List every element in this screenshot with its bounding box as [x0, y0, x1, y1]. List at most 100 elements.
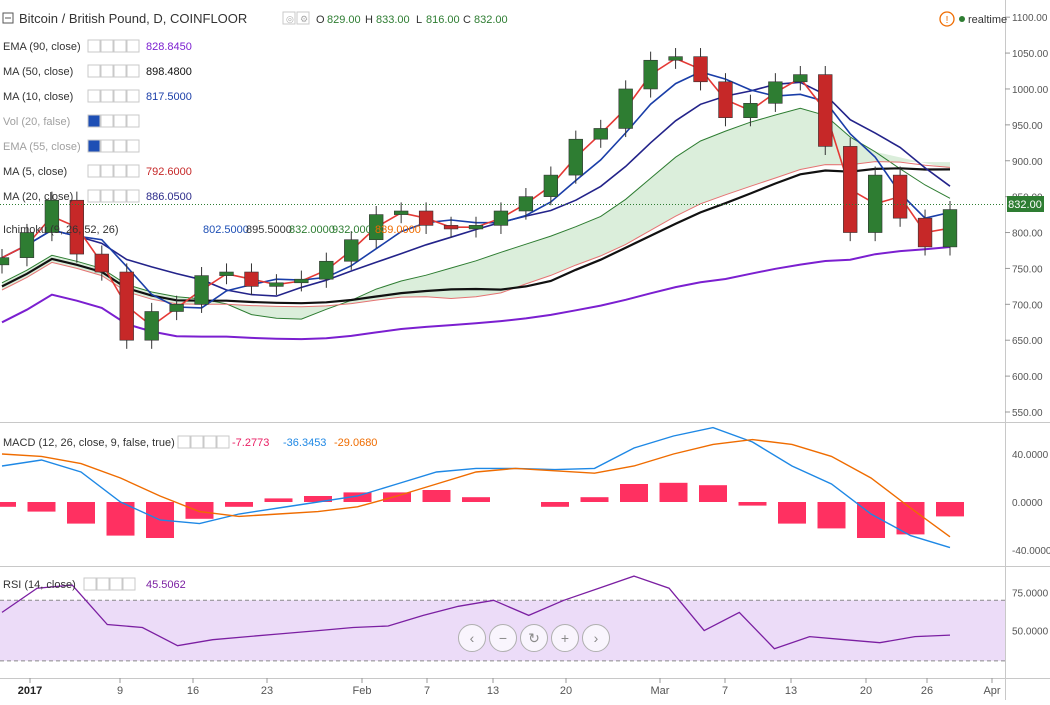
- candle-body: [618, 88, 633, 129]
- indicator-control-button[interactable]: [126, 89, 140, 103]
- ichimoku-value: 832.0000: [289, 224, 335, 236]
- zoom-in-button[interactable]: +: [551, 624, 579, 652]
- indicator-control-button[interactable]: [87, 114, 101, 128]
- chevron-right-icon: ›: [593, 630, 599, 646]
- ohlc-low-label: L: [416, 14, 422, 26]
- macd-histogram-bar: [857, 502, 885, 538]
- time-tick-label: 9: [117, 685, 123, 697]
- macd-histogram-bar: [659, 482, 688, 502]
- title-controls[interactable]: ◎ ⚙: [282, 11, 310, 25]
- time-tick-label: 20: [860, 685, 872, 697]
- candle-body: [568, 138, 583, 176]
- ichimoku-cloud: [2, 108, 950, 320]
- price-tick-label: 650.00: [1012, 336, 1043, 347]
- indicator-control-button[interactable]: [100, 89, 114, 103]
- collapse-toggle-icon[interactable]: [2, 12, 14, 24]
- rsi-control-button[interactable]: [83, 577, 97, 591]
- zoom-out-button[interactable]: −: [489, 624, 517, 652]
- indicator-control-button[interactable]: [100, 114, 114, 128]
- indicator-label: MA (20, close): [3, 191, 73, 203]
- indicator-control-button[interactable]: [126, 189, 140, 203]
- macd-histogram-bar: [936, 502, 964, 517]
- candle-body: [294, 278, 309, 284]
- time-tick-label: Apr: [983, 685, 1000, 697]
- price-tick-label: 1050.00: [1012, 49, 1049, 60]
- macd-histogram-bar: [541, 502, 569, 507]
- indicator-value: 828.8450: [146, 41, 192, 53]
- indicator-control-button[interactable]: [113, 139, 127, 153]
- candle-body: [867, 174, 883, 233]
- candle-body: [194, 275, 209, 305]
- macd-histogram-bar: [738, 502, 767, 506]
- rsi-control-button[interactable]: [109, 577, 123, 591]
- macd-line: [1, 426, 951, 549]
- warning-icon[interactable]: [939, 11, 955, 27]
- rsi-tick-label: 75.0000: [1012, 589, 1049, 600]
- time-tick-label: 13: [487, 685, 499, 697]
- candle-body: [818, 74, 833, 147]
- indicator-control-button[interactable]: [126, 39, 140, 53]
- macd-control-button[interactable]: [216, 435, 230, 449]
- ichimoku-value: 895.5000: [246, 224, 292, 236]
- candle-body: [443, 225, 459, 230]
- svg-text:◎: ◎: [286, 14, 294, 24]
- candle-body: [892, 174, 908, 219]
- candle-body: [44, 199, 60, 233]
- candle-body: [668, 56, 683, 61]
- indicator-control-button[interactable]: [113, 39, 127, 53]
- indicator-value: 886.0500: [146, 191, 192, 203]
- indicator-control-button[interactable]: [87, 139, 101, 153]
- candle-body: [369, 214, 384, 241]
- indicator-control-button[interactable]: [113, 164, 127, 178]
- indicator-control-button[interactable]: [126, 64, 140, 78]
- price-tick-label: 950.00: [1012, 121, 1043, 132]
- scroll-right-button[interactable]: ›: [582, 624, 610, 652]
- ichimoku-value: 802.5000: [203, 224, 249, 236]
- indicator-control-button[interactable]: [87, 164, 101, 178]
- rsi-tick-label: 50.0000: [1012, 627, 1049, 638]
- macd-label: MACD (12, 26, close, 9, false, true): [3, 437, 175, 449]
- indicator-control-button[interactable]: [126, 114, 140, 128]
- ema-90-line: [1, 246, 951, 341]
- ichimoku-value: 932.0000: [332, 224, 378, 236]
- indicator-control-button[interactable]: [126, 164, 140, 178]
- indicator-control-button[interactable]: [87, 89, 101, 103]
- chevron-left-icon: ‹: [469, 630, 475, 646]
- macd-histogram-bar: [778, 502, 806, 524]
- price-tick-label: 600.00: [1012, 372, 1043, 383]
- candle-body: [768, 81, 783, 104]
- indicator-control-button[interactable]: [87, 64, 101, 78]
- scroll-left-button[interactable]: ‹: [458, 624, 486, 652]
- indicator-control-button[interactable]: [87, 189, 101, 203]
- indicator-control-button[interactable]: [87, 39, 101, 53]
- indicator-control-button[interactable]: [100, 164, 114, 178]
- candle-body: [843, 146, 858, 233]
- time-tick-label: 13: [785, 685, 797, 697]
- indicator-control-button[interactable]: [126, 139, 140, 153]
- macd-control-button[interactable]: [203, 435, 217, 449]
- indicator-control-button[interactable]: [113, 114, 127, 128]
- ichimoku-span-b: [1, 161, 951, 308]
- macd-control-button[interactable]: [177, 435, 191, 449]
- macd-histogram-bar: [620, 484, 648, 502]
- indicator-control-button[interactable]: [113, 89, 127, 103]
- indicator-control-button[interactable]: [113, 64, 127, 78]
- indicator-control-button[interactable]: [100, 189, 114, 203]
- indicator-control-button[interactable]: [100, 39, 114, 53]
- reset-button[interactable]: ↻: [520, 624, 548, 652]
- price-tick-label: 1100.00: [1012, 13, 1048, 24]
- rsi-control-button[interactable]: [122, 577, 136, 591]
- candle-body: [169, 304, 184, 312]
- price-tick-label: 550.00: [1012, 408, 1043, 419]
- price-tick-label: 750.00: [1012, 264, 1043, 275]
- indicator-control-button[interactable]: [113, 189, 127, 203]
- indicator-control-button[interactable]: [100, 64, 114, 78]
- indicator-control-button[interactable]: [100, 139, 114, 153]
- candle-body: [543, 174, 559, 197]
- rsi-control-button[interactable]: [96, 577, 110, 591]
- indicator-label: EMA (55, close): [3, 141, 81, 153]
- macd-control-button[interactable]: [190, 435, 204, 449]
- indicator-label: MA (10, close): [3, 91, 73, 103]
